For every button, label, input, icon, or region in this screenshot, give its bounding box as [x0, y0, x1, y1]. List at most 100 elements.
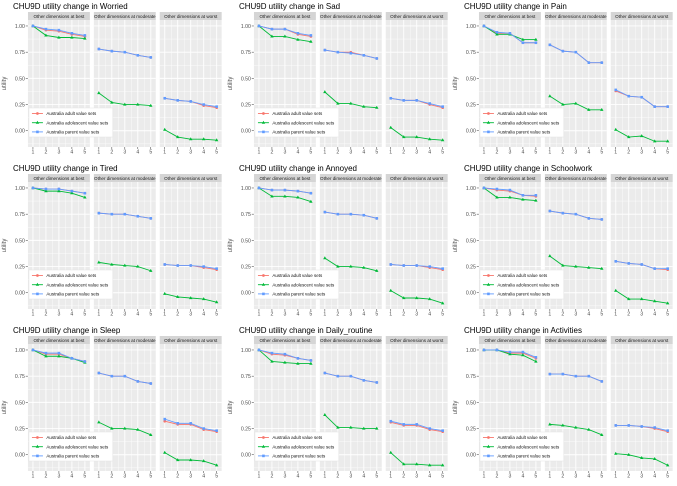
data-point-marker	[261, 444, 265, 448]
data-point-marker	[548, 254, 552, 258]
data-point-marker	[257, 24, 260, 28]
data-point-marker	[202, 265, 205, 268]
data-point-marker	[70, 357, 74, 360]
data-point-marker	[97, 211, 101, 215]
data-point-marker	[374, 268, 379, 272]
data-point-marker	[521, 37, 525, 41]
data-point-marker	[57, 354, 61, 358]
chart-title: CHU9D utility change in Activities	[464, 326, 582, 335]
data-point-marker	[215, 105, 218, 108]
chart-canvas: CHU9D utility change in Pain utility 1.00 0…	[453, 2, 674, 156]
data-point-marker	[189, 296, 193, 300]
x-tick-label: 1	[257, 473, 260, 479]
data-point-marker	[495, 195, 499, 199]
data-point-marker	[548, 209, 552, 213]
data-point-marker	[487, 120, 491, 124]
y-axis-label: utility	[2, 401, 8, 415]
data-point-marker	[375, 217, 378, 220]
x-tick-label: 1	[389, 311, 392, 317]
y-tick-label: 0.75	[241, 374, 251, 380]
data-point-marker	[323, 210, 326, 214]
y-axis-label: utility	[228, 401, 234, 415]
data-point-marker	[283, 352, 286, 356]
x-tick-label: 1	[97, 473, 100, 479]
data-point-marker	[70, 35, 74, 39]
x-tick-label: 3	[509, 473, 512, 479]
data-point-marker	[415, 423, 418, 426]
x-tick-label: 5	[601, 149, 604, 155]
facet-strip-label: Other dimensions at moderate	[94, 14, 156, 19]
x-tick-label: 3	[283, 149, 286, 155]
x-tick-label: 2	[176, 311, 179, 317]
legend-label: Australia adult value sets	[46, 273, 97, 278]
y-tick-label: 0.50	[241, 238, 251, 244]
facet-strip-label: Other dimensions at best	[485, 176, 537, 181]
x-tick-label: 5	[667, 311, 670, 317]
data-point-marker	[666, 105, 670, 108]
facet-strip-label: Other dimensions at best	[259, 176, 311, 181]
x-tick-label: 3	[57, 149, 60, 155]
data-point-marker	[335, 425, 340, 429]
legend-label: Australia adolescent value sets	[498, 282, 561, 287]
data-point-marker	[600, 61, 604, 64]
data-point-marker	[487, 274, 491, 277]
data-point-marker	[614, 88, 618, 92]
x-tick-label: 5	[667, 473, 670, 479]
chart-sleep: CHU9D utility change in Sleep utility 1.00…	[0, 324, 226, 486]
x-tick-label: 1	[483, 473, 486, 479]
x-tick-label: 2	[628, 311, 631, 317]
x-tick-label: 4	[428, 311, 431, 317]
data-point-marker	[201, 459, 206, 463]
x-tick-label: 1	[32, 473, 35, 479]
facet-strip	[319, 174, 382, 182]
chart-canvas: CHU9D utility change in Activities utilit…	[453, 326, 674, 480]
data-point-marker	[653, 139, 657, 143]
data-point-marker	[349, 374, 352, 378]
x-tick-label: 1	[163, 311, 166, 317]
x-tick-label: 3	[641, 149, 644, 155]
x-tick-label: 3	[415, 473, 418, 479]
data-point-marker	[189, 422, 193, 425]
data-point-marker	[666, 301, 670, 305]
x-tick-label: 4	[588, 311, 591, 317]
y-tick-label: 0.50	[15, 76, 25, 82]
chart-title: CHU9D utility change in Daily_routine	[239, 326, 373, 335]
x-tick-label: 4	[428, 149, 431, 155]
data-point-marker	[176, 458, 180, 462]
data-point-marker	[361, 104, 366, 108]
facet-strip	[479, 12, 542, 20]
x-tick-label: 1	[163, 473, 166, 479]
data-point-marker	[401, 462, 406, 466]
data-point-marker	[374, 105, 379, 109]
data-point-marker	[534, 37, 538, 41]
x-tick-label: 2	[270, 311, 273, 317]
data-point-marker	[110, 426, 114, 430]
x-tick-label: 5	[441, 311, 444, 317]
facet-strip-label: Other dimensions at best	[485, 14, 537, 19]
data-point-marker	[323, 48, 326, 52]
x-tick-label: 4	[654, 473, 657, 479]
data-point-marker	[482, 348, 486, 352]
x-tick-label: 3	[283, 473, 286, 479]
x-tick-label: 3	[123, 149, 126, 155]
x-tick-label: 2	[496, 473, 499, 479]
data-point-marker	[261, 112, 265, 115]
data-point-marker	[296, 32, 299, 35]
data-point-marker	[561, 102, 565, 106]
x-tick-label: 2	[110, 473, 113, 479]
data-point-marker	[83, 191, 87, 195]
y-tick-label: 0.75	[241, 212, 251, 218]
data-point-marker	[36, 130, 39, 134]
x-tick-label: 5	[215, 149, 218, 155]
y-tick-label: 0.50	[241, 400, 251, 406]
data-point-marker	[600, 107, 604, 111]
data-point-marker	[36, 274, 39, 277]
x-tick-label: 2	[270, 149, 273, 155]
x-tick-label: 5	[215, 311, 218, 317]
x-tick-label: 2	[44, 473, 47, 479]
x-tick-label: 5	[215, 473, 218, 479]
chart-title: CHU9D utility change in Sleep	[13, 326, 121, 335]
data-point-marker	[402, 264, 405, 267]
data-point-marker	[428, 102, 431, 105]
data-point-marker	[136, 214, 140, 218]
